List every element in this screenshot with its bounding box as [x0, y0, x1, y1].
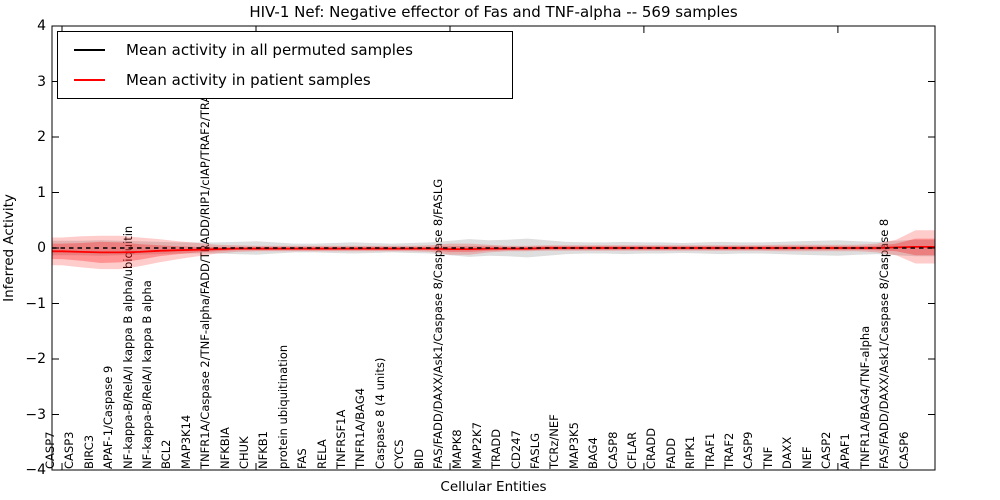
x-category-label: TNFR1A/BAG4/TNF-alpha — [857, 325, 872, 469]
x-category-label: CASP9 — [741, 431, 756, 469]
legend-entry-label: Mean activity in patient samples — [126, 71, 371, 89]
chart-title: HIV-1 Nef: Negative effector of Fas and … — [249, 3, 738, 21]
x-category-label: BIRC3 — [81, 434, 96, 469]
x-category-label: CYCS — [392, 439, 407, 469]
x-category-label: NF-kappa-B/RelA/I kappa B alpha — [139, 280, 154, 469]
y-tick-label: 4 — [37, 18, 46, 34]
x-axis-label: Cellular Entities — [440, 479, 547, 495]
x-category-label: CRADD — [644, 427, 659, 469]
x-category-label: DAXX — [780, 436, 795, 469]
y-tick-label: 2 — [37, 129, 46, 145]
x-category-label: TRADD — [489, 428, 504, 469]
x-category-label: RELA — [314, 439, 329, 469]
x-category-label: BAG4 — [586, 437, 601, 469]
x-category-label: MAP3K14 — [178, 414, 193, 469]
x-category-label: TRAF2 — [721, 432, 736, 469]
legend-line-swatch — [74, 79, 105, 81]
x-category-label: BCL2 — [159, 439, 174, 469]
x-category-label: CASP3 — [62, 431, 77, 469]
legend-line-swatch — [74, 49, 105, 51]
y-tick-label: −3 — [25, 406, 46, 423]
x-category-label: Caspase 8 (4 units) — [372, 357, 387, 469]
x-category-label: CFLAR — [624, 431, 639, 469]
x-category-label: RIPK1 — [683, 435, 698, 469]
legend-entry: Mean activity in patient samples — [58, 69, 512, 91]
x-category-label: MAP3K5 — [566, 422, 581, 469]
x-category-label: TNFRSF1A — [333, 409, 348, 469]
x-category-label: TNF — [760, 446, 775, 469]
x-category-label: FADD — [663, 437, 678, 469]
x-category-label: protein ubiquitination — [275, 344, 290, 469]
x-category-label: CASP2 — [818, 431, 833, 469]
x-category-label: CASP7 — [43, 431, 57, 469]
x-category-label: MAPK8 — [450, 429, 465, 469]
x-category-label: FAS/FADD/DAXX/Ask1/Caspase 8/Caspase 8/F… — [430, 178, 445, 469]
legend-entry-label: Mean activity in all permuted samples — [126, 41, 413, 59]
x-category-label: FAS/FADD/DAXX/Ask1/Caspase 8/Caspase 8 — [877, 218, 892, 469]
y-tick-label: −2 — [25, 351, 46, 367]
x-category-label: CHUK — [236, 436, 251, 469]
y-tick-label: 0 — [37, 240, 46, 256]
x-category-label: NFKB1 — [256, 431, 271, 469]
y-tick-label: −4 — [25, 462, 46, 478]
y-tick-label: 3 — [37, 73, 46, 90]
x-category-label: BID — [411, 448, 426, 469]
x-category-label: NEF — [799, 446, 814, 469]
x-category-label: MAP2K7 — [469, 422, 484, 469]
x-category-label: CASP6 — [896, 431, 911, 469]
x-category-label: NFKBIA — [217, 427, 232, 469]
legend: Mean activity in all permuted samples Mea… — [57, 31, 513, 99]
x-category-label: TNFR1A/Caspase 2/TNF-alpha/FADD/TRADD/RI… — [198, 80, 213, 469]
y-tick-label: −1 — [25, 295, 46, 312]
x-category-label: TCRz/NEF — [547, 414, 562, 469]
x-category-label: NF-kappa-B/RelA/I kappa B alpha/ubiquiti… — [120, 225, 135, 469]
x-category-label: CASP8 — [605, 431, 620, 469]
x-category-label: TNFR1A/BAG4 — [353, 387, 368, 469]
x-category-label: APAF-1/Caspase 9 — [101, 365, 116, 469]
y-tick-label: 1 — [37, 184, 46, 201]
x-category-label: APAF1 — [838, 433, 853, 469]
x-category-label: CD247 — [508, 430, 523, 469]
x-category-label: TRAF1 — [702, 432, 717, 469]
x-category-label: FASLG — [527, 432, 542, 469]
legend-entry: Mean activity in all permuted samples — [58, 39, 512, 61]
x-category-label: FAS — [295, 448, 310, 469]
